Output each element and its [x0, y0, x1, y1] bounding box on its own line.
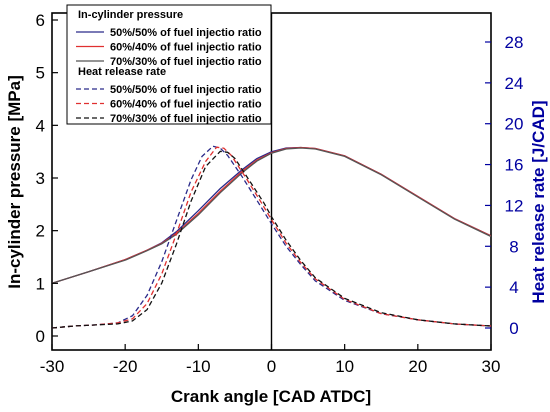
legend-label: 50%/50% of fuel injectio ratio [110, 27, 262, 39]
legend-box [66, 4, 272, 125]
y-right-tick-label: 0 [509, 319, 518, 338]
series-line-pressure-2 [52, 147, 491, 284]
legend-group2-title: Heat release rate [78, 66, 166, 78]
x-tick-label: 0 [267, 357, 276, 376]
x-tick-label: -20 [113, 357, 138, 376]
y-left-tick-label: 3 [36, 169, 45, 188]
y-left-tick-label: 0 [36, 327, 45, 346]
y-left-tick-label: 2 [36, 222, 45, 241]
legend: In-cylinder pressure 50%/50% of fuel inj… [66, 4, 272, 125]
legend-label: 60%/40% of fuel injectio ratio [110, 42, 262, 54]
y-left-tick-label: 1 [36, 274, 45, 293]
y-right-tick-label: 12 [505, 196, 524, 215]
y-left-tick-label: 4 [36, 116, 45, 135]
legend-group1-title: In-cylinder pressure [78, 9, 183, 21]
x-tick-label: -10 [186, 357, 211, 376]
y-right-tick-label: 16 [505, 156, 524, 175]
x-tick-label: 20 [408, 357, 427, 376]
x-axis-title: Crank angle [CAD ATDC] [171, 387, 371, 406]
y-axis-right-title: Heat release rate [J/CAD] [529, 100, 548, 303]
legend-label: 50%/50% of fuel injectio ratio [110, 84, 262, 96]
series-layer [52, 145, 491, 329]
y-right-tick-label: 4 [509, 278, 518, 297]
y-axis-left-title: In-cylinder pressure [MPa] [5, 75, 24, 289]
series-line-hrr-4 [52, 146, 491, 329]
series-line-hrr-3 [52, 145, 491, 329]
y-right-tick-label: 20 [505, 115, 524, 134]
legend-label: 70%/30% of fuel injectio ratio [110, 113, 262, 125]
y-left-tick-label: 6 [36, 11, 45, 30]
y-right-tick-label: 8 [509, 237, 518, 256]
y-right-tick-label: 24 [505, 74, 524, 93]
y-right-tick-label: 28 [505, 33, 524, 52]
x-tick-label: -30 [40, 357, 65, 376]
x-tick-label: 10 [335, 357, 354, 376]
legend-label: 70%/30% of fuel injectio ratio [110, 56, 262, 68]
legend-label: 60%/40% of fuel injectio ratio [110, 99, 262, 111]
y-left-tick-label: 5 [36, 64, 45, 83]
x-tick-label: 30 [482, 357, 501, 376]
